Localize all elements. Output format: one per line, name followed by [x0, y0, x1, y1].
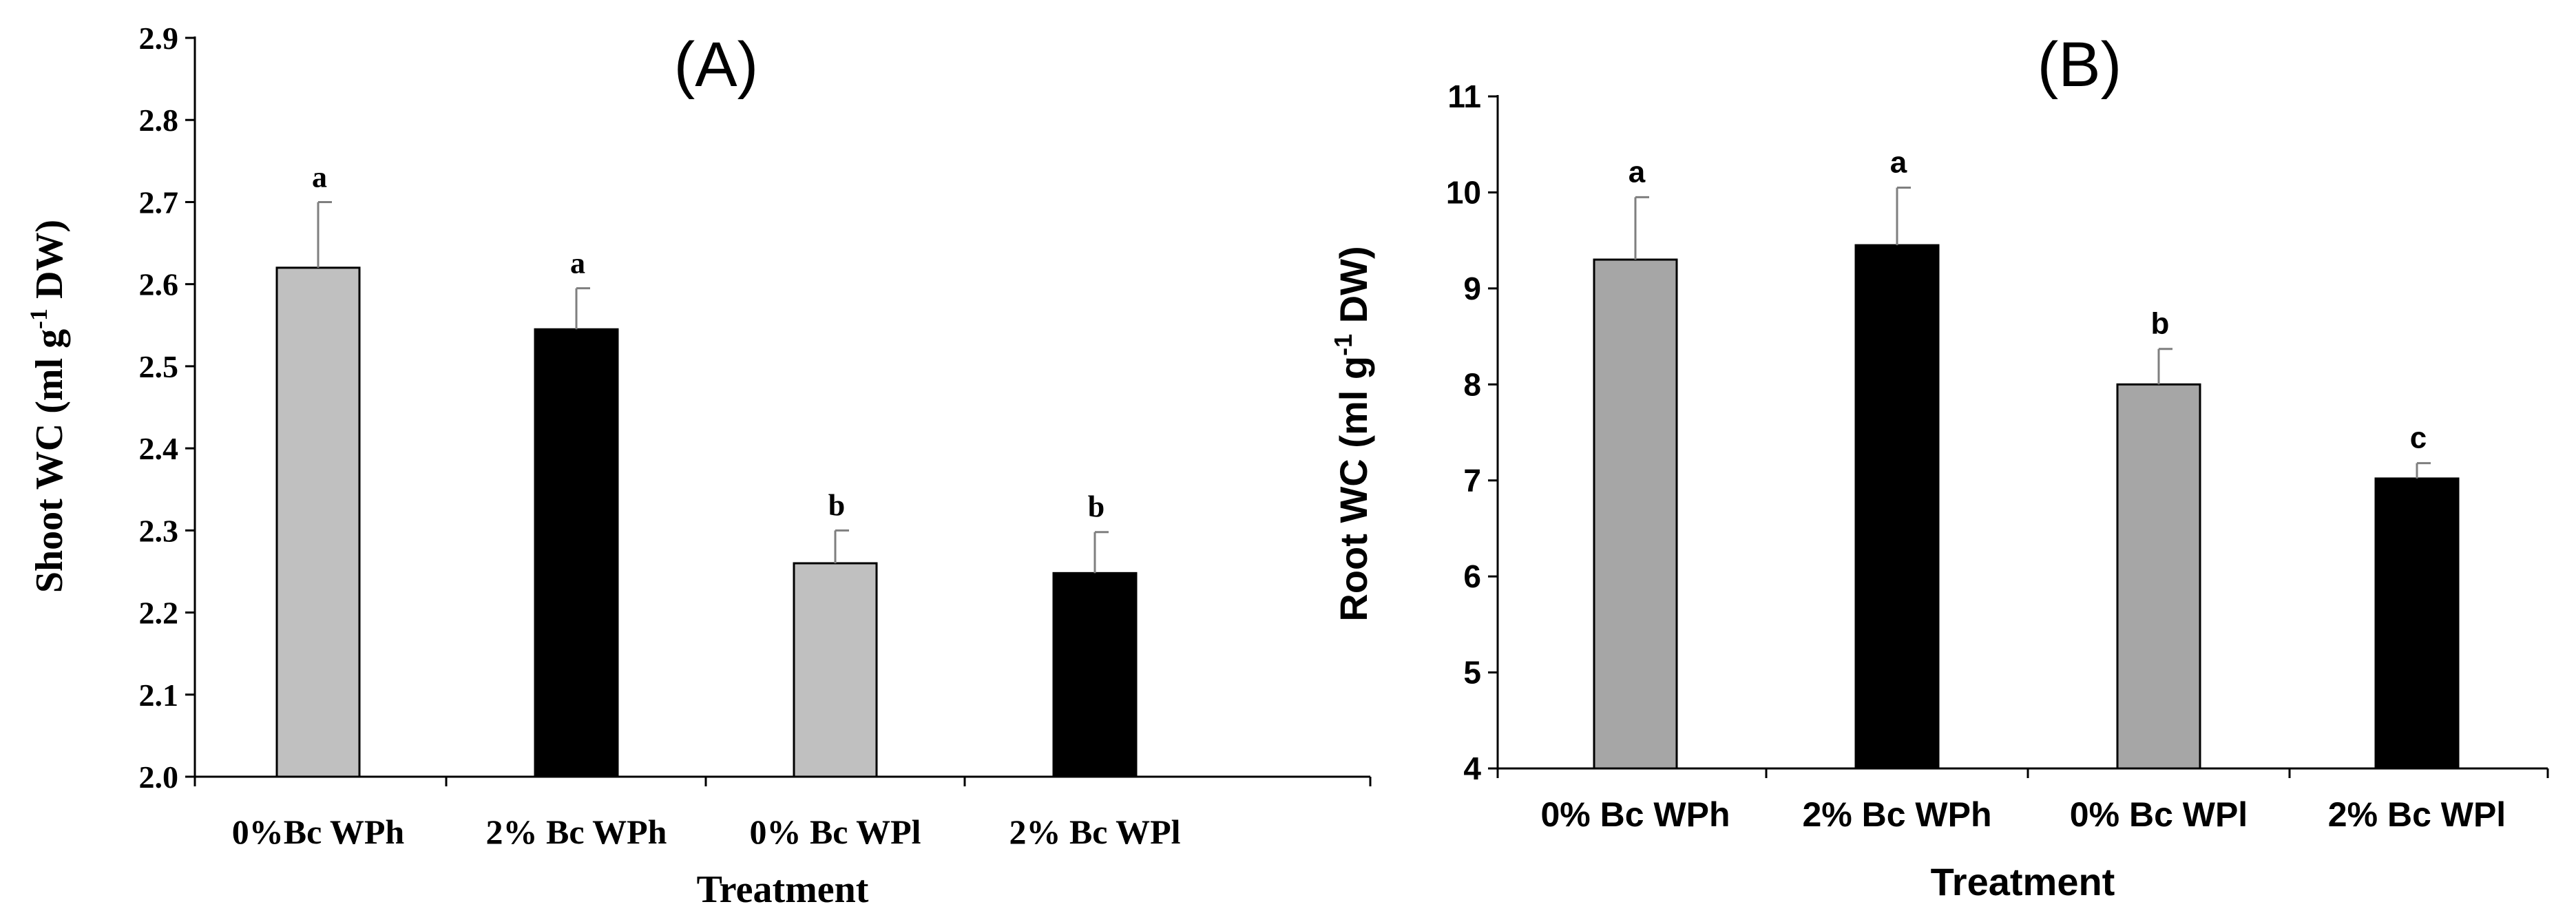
panel-b-bar — [2116, 383, 2201, 770]
panel-a-bar — [793, 562, 878, 778]
panel-a-x-axis-title: Treatment — [697, 868, 869, 911]
panel-a-bar — [534, 328, 619, 778]
panel-b-y-axis-title: Root WC (ml g-1 DW) — [1329, 246, 1375, 621]
panel-a-y-axis-title: Shoot WC (ml g-1 DW) — [25, 220, 71, 593]
panel-b-category-label: 2% Bc WPh — [1802, 795, 1991, 834]
panel-b-y-tick-label: 4 — [1463, 751, 1481, 786]
panel-a-y-tick-label: 2.3 — [139, 513, 179, 548]
panel-a-bar — [1052, 572, 1138, 778]
panel-b-y-tick-label: 5 — [1463, 655, 1481, 691]
panel-b-significance-letter: c — [2410, 421, 2427, 455]
panel-b-y-tick-label: 10 — [1446, 174, 1481, 210]
panel-b-category-label: 0% Bc WPh — [1540, 795, 1730, 834]
panel-a-y-tick-label: 2.4 — [139, 431, 179, 466]
panel-a-y-tick-label: 2.5 — [139, 349, 179, 384]
panel-b-x-axis-title: Treatment — [1931, 860, 2115, 903]
panel-a-category-label: 2% Bc WPh — [486, 813, 667, 851]
panel-a-significance-letter: b — [1088, 490, 1104, 524]
panel-b-y-tick-label: 11 — [1447, 78, 1481, 114]
panel-a-significance-letter: a — [570, 247, 585, 280]
panel-a-significance-letter: a — [312, 160, 327, 193]
panel-b-label: (B) — [2038, 30, 2122, 100]
panel-a-y-tick-label: 2.2 — [139, 596, 179, 631]
panel-b-chart: (B) 4 5 6 7 8 9 10 11 a 0% Bc WPh a 2% Bc WPh b 0% Bc … — [1329, 30, 2549, 903]
panel-a-category-label: 0% Bc WPl — [749, 813, 921, 851]
panel-b-category-label: 2% Bc WPl — [2328, 795, 2506, 834]
panel-b-significance-letter: b — [2151, 307, 2170, 341]
panel-a-category-label: 2% Bc WPl — [1009, 813, 1180, 851]
panel-b-y-tick-label: 9 — [1463, 271, 1481, 306]
panel-a-y-tick-label: 2.8 — [139, 103, 179, 138]
panel-a-y-tick-label: 2.9 — [139, 21, 179, 56]
panel-a-y-tick-label: 2.6 — [139, 267, 179, 302]
panel-a-significance-letter: b — [828, 488, 845, 522]
panel-a-chart: (A) 2.0 2.1 2.2 2.3 2.4 2.5 2.6 2.7 2.8 2.9 a 0%Bc W… — [25, 21, 1372, 911]
panel-a-label: (A) — [674, 30, 759, 100]
panel-b-significance-letter: a — [1890, 145, 1907, 179]
panel-a-y-tick-label: 2.7 — [139, 185, 179, 220]
panel-a-category-label: 0%Bc WPh — [232, 813, 405, 851]
panel-a-y-tick-label: 2.0 — [139, 759, 179, 795]
panel-b-y-tick-label: 6 — [1463, 558, 1481, 594]
panel-b-bar — [1854, 244, 1940, 770]
panel-a-bar — [275, 266, 361, 778]
panel-b-bar — [2374, 477, 2460, 770]
panel-b-bar — [1593, 258, 1678, 770]
panel-b-category-label: 0% Bc WPl — [2070, 795, 2248, 834]
panel-a-y-tick-label: 2.1 — [139, 678, 179, 713]
panel-b-y-tick-label: 7 — [1463, 463, 1481, 499]
panel-b-significance-letter: a — [1629, 155, 1646, 189]
panel-b-y-tick-label: 8 — [1463, 366, 1481, 402]
